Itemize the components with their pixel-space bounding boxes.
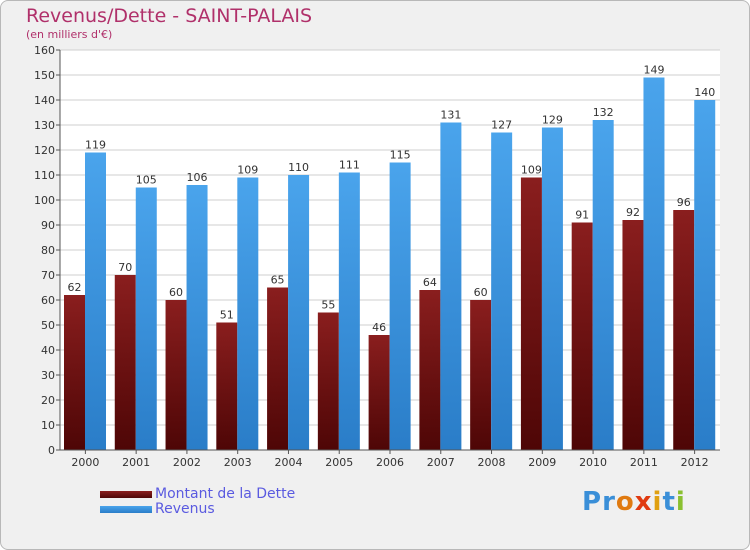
data-label: 111 [339, 159, 360, 172]
bar-dette [114, 275, 136, 450]
data-label: 70 [118, 261, 132, 274]
data-label: 110 [288, 161, 309, 174]
logo-letter: x [634, 487, 653, 517]
y-tick-label: 90 [41, 219, 55, 232]
bar-revenus [186, 185, 208, 450]
logo-letter: r [602, 487, 616, 517]
x-tick-label: 2006 [376, 456, 404, 469]
x-tick-label: 2012 [681, 456, 709, 469]
data-label: 119 [85, 139, 106, 152]
y-tick-label: 120 [34, 144, 55, 157]
y-tick-label: 60 [41, 294, 55, 307]
data-label: 96 [677, 196, 691, 209]
bar-dette [571, 222, 593, 450]
data-label: 140 [694, 86, 715, 99]
data-label: 55 [321, 299, 335, 312]
logo-letter: i [652, 487, 663, 517]
bar-revenus [389, 162, 411, 450]
bar-revenus [237, 177, 259, 450]
bar-dette [317, 312, 339, 450]
data-label: 62 [68, 281, 82, 294]
bar-dette [64, 295, 85, 450]
bar-dette [267, 287, 289, 450]
chart-subtitle: (en milliers d'€) [26, 28, 113, 41]
data-label: 51 [220, 309, 234, 322]
data-label: 92 [626, 206, 640, 219]
y-tick-label: 50 [41, 319, 55, 332]
logo-letter: t [662, 487, 676, 517]
bar-dette [165, 300, 187, 450]
bar-dette [622, 220, 644, 450]
x-tick-label: 2010 [579, 456, 607, 469]
y-tick-label: 140 [34, 94, 55, 107]
bar-dette [673, 210, 695, 450]
bar-revenus [440, 122, 462, 450]
data-label: 129 [542, 114, 563, 127]
bar-dette [419, 290, 441, 450]
y-tick-label: 0 [48, 444, 55, 457]
bar-revenus [541, 127, 563, 450]
y-tick-label: 10 [41, 419, 55, 432]
logo-letter: i [675, 487, 686, 517]
data-label: 131 [440, 109, 461, 122]
bar-revenus [491, 132, 513, 450]
logo-letter: P [582, 487, 603, 517]
legend-swatch-revenus [100, 506, 152, 513]
bar-dette [520, 177, 542, 450]
proxiti-logo: Proxiti [582, 487, 686, 517]
data-label: 115 [390, 149, 411, 162]
bar-revenus [643, 77, 665, 450]
x-tick-label: 2009 [528, 456, 556, 469]
data-label: 132 [593, 106, 614, 119]
x-tick-label: 2005 [325, 456, 353, 469]
x-tick-label: 2003 [224, 456, 252, 469]
y-tick-label: 70 [41, 269, 55, 282]
data-label: 65 [271, 274, 285, 287]
bar-dette [216, 322, 238, 450]
data-label: 64 [423, 276, 437, 289]
y-tick-label: 150 [34, 69, 55, 82]
legend-label-debt: Montant de la Dette [155, 486, 296, 502]
x-tick-label: 2000 [71, 456, 99, 469]
bar-revenus [85, 152, 106, 450]
y-tick-label: 100 [34, 194, 55, 207]
x-tick-label: 2004 [274, 456, 302, 469]
legend-label-revenus: Revenus [155, 501, 215, 517]
bar-revenus [288, 175, 310, 450]
y-tick-label: 80 [41, 244, 55, 257]
y-tick-label: 130 [34, 119, 55, 132]
bar-revenus [694, 100, 716, 450]
bar-dette [470, 300, 492, 450]
x-tick-label: 2008 [478, 456, 506, 469]
y-tick-label: 40 [41, 344, 55, 357]
data-label: 60 [169, 286, 183, 299]
y-tick-label: 20 [41, 394, 55, 407]
x-tick-label: 2001 [122, 456, 150, 469]
logo-letter: o [615, 487, 635, 517]
legend-swatch-debt [100, 491, 152, 498]
bar-revenus [592, 120, 614, 450]
data-label: 127 [491, 119, 512, 132]
data-label: 60 [474, 286, 488, 299]
x-tick-label: 2002 [173, 456, 201, 469]
x-tick-label: 2011 [630, 456, 658, 469]
data-label: 105 [136, 174, 157, 187]
x-tick-label: 2007 [427, 456, 455, 469]
data-label: 106 [187, 171, 208, 184]
bar-revenus [135, 187, 157, 450]
data-label: 91 [575, 209, 589, 222]
data-label: 46 [372, 321, 386, 334]
data-label: 109 [521, 164, 542, 177]
y-tick-label: 110 [34, 169, 55, 182]
chart-title: Revenus/Dette - SAINT-PALAIS [26, 5, 313, 27]
y-tick-label: 30 [41, 369, 55, 382]
data-label: 109 [237, 164, 258, 177]
bar-revenus [338, 172, 360, 450]
data-label: 149 [643, 64, 664, 77]
bar-dette [368, 335, 390, 450]
y-tick-label: 160 [34, 44, 55, 57]
